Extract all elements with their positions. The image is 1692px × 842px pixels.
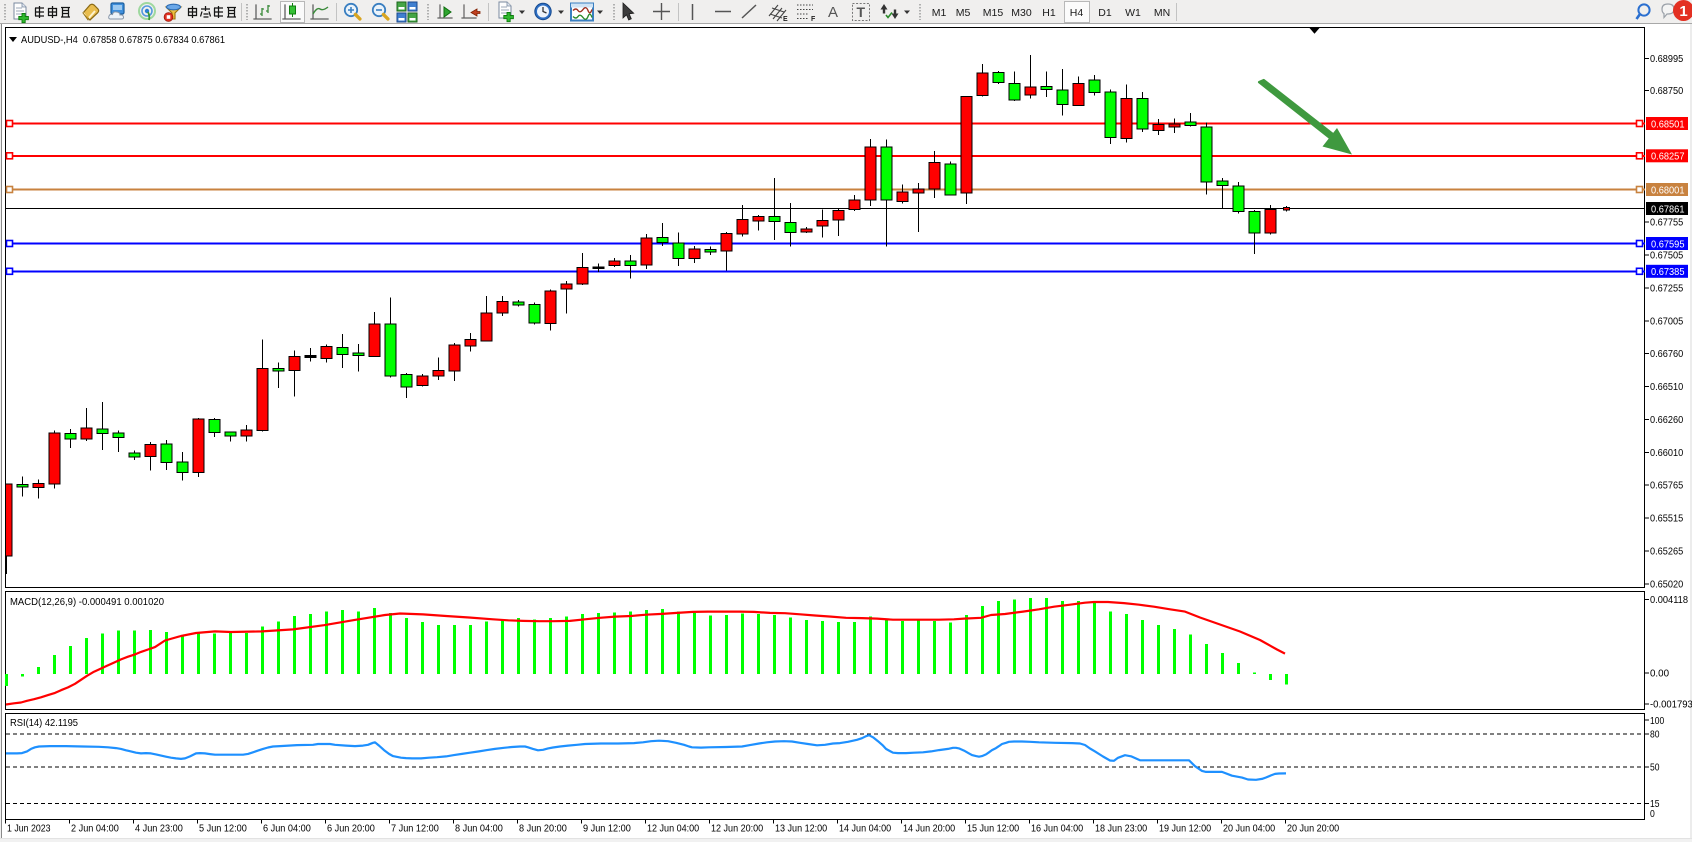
- svg-text:0.66760: 0.66760: [1650, 348, 1683, 360]
- svg-text:1: 1: [1679, 3, 1687, 20]
- svg-text:0.67595: 0.67595: [1651, 238, 1685, 250]
- svg-text:0.66260: 0.66260: [1650, 414, 1683, 426]
- svg-text:18 Jun 23:00: 18 Jun 23:00: [1095, 823, 1147, 835]
- svg-text:E: E: [783, 16, 788, 23]
- svg-text:MN: MN: [1154, 7, 1170, 19]
- svg-text:12 Jun 20:00: 12 Jun 20:00: [711, 823, 763, 835]
- svg-text:0.68001: 0.68001: [1651, 184, 1685, 196]
- svg-text:6 Jun 20:00: 6 Jun 20:00: [327, 823, 375, 835]
- svg-text:14 Jun 20:00: 14 Jun 20:00: [903, 823, 955, 835]
- svg-text:A: A: [828, 4, 838, 21]
- svg-text:0.66510: 0.66510: [1650, 381, 1683, 393]
- svg-text:16 Jun 04:00: 16 Jun 04:00: [1031, 823, 1083, 835]
- svg-text:H1: H1: [1042, 7, 1056, 19]
- svg-text:20 Jun 04:00: 20 Jun 04:00: [1223, 823, 1275, 835]
- svg-text:14 Jun 04:00: 14 Jun 04:00: [839, 823, 891, 835]
- svg-text:0: 0: [1650, 808, 1655, 820]
- svg-text:0.68995: 0.68995: [1650, 53, 1683, 65]
- svg-text:15 Jun 12:00: 15 Jun 12:00: [967, 823, 1019, 835]
- svg-text:0.67755: 0.67755: [1650, 217, 1683, 229]
- svg-text:100: 100: [1650, 715, 1664, 727]
- svg-text:5 Jun 12:00: 5 Jun 12:00: [199, 823, 247, 835]
- svg-text:M1: M1: [932, 7, 947, 19]
- svg-text:M15: M15: [983, 7, 1004, 19]
- svg-text:6 Jun 04:00: 6 Jun 04:00: [263, 823, 311, 835]
- svg-text:2 Jun 04:00: 2 Jun 04:00: [71, 823, 119, 835]
- svg-text:W1: W1: [1125, 7, 1141, 19]
- svg-text:7 Jun 12:00: 7 Jun 12:00: [391, 823, 439, 835]
- svg-text:0.66010: 0.66010: [1650, 447, 1683, 459]
- svg-text:0.67255: 0.67255: [1650, 283, 1683, 295]
- svg-text:0.68750: 0.68750: [1650, 85, 1683, 97]
- svg-text:0.68501: 0.68501: [1651, 118, 1685, 130]
- svg-text:RSI(14) 42.1195: RSI(14) 42.1195: [10, 717, 78, 729]
- svg-text:-0.001793: -0.001793: [1650, 699, 1692, 711]
- svg-text:8 Jun 20:00: 8 Jun 20:00: [519, 823, 567, 835]
- svg-text:0.004118: 0.004118: [1650, 594, 1688, 606]
- svg-text:0.65020: 0.65020: [1650, 579, 1683, 591]
- svg-text:0.67861: 0.67861: [1651, 203, 1685, 215]
- svg-text:15: 15: [1650, 798, 1660, 810]
- svg-text:T: T: [857, 4, 866, 20]
- svg-text:H4: H4: [1070, 7, 1084, 19]
- svg-text:F: F: [811, 16, 816, 23]
- svg-text:9 Jun 12:00: 9 Jun 12:00: [583, 823, 631, 835]
- svg-text:M5: M5: [956, 7, 971, 19]
- svg-text:0.67505: 0.67505: [1650, 250, 1683, 262]
- svg-text:D1: D1: [1098, 7, 1112, 19]
- svg-text:0.65765: 0.65765: [1650, 479, 1683, 491]
- svg-text:M30: M30: [1011, 7, 1032, 19]
- svg-text:0.68257: 0.68257: [1651, 151, 1685, 163]
- svg-text:MACD(12,26,9) -0.000491 0.0010: MACD(12,26,9) -0.000491 0.001020: [10, 596, 164, 608]
- svg-text:AUDUSD-,H4 0.67858 0.67875 0.: AUDUSD-,H4 0.67858 0.67875 0.67834 0.678…: [21, 34, 225, 46]
- svg-text:12 Jun 04:00: 12 Jun 04:00: [647, 823, 699, 835]
- svg-text:0.67005: 0.67005: [1650, 316, 1683, 328]
- svg-text:0.65265: 0.65265: [1650, 545, 1683, 557]
- svg-text:0.00: 0.00: [1650, 667, 1669, 679]
- svg-text:19 Jun 12:00: 19 Jun 12:00: [1159, 823, 1211, 835]
- svg-text:20 Jun 20:00: 20 Jun 20:00: [1287, 823, 1339, 835]
- svg-text:0.65515: 0.65515: [1650, 512, 1683, 524]
- svg-text:80: 80: [1650, 729, 1660, 741]
- svg-text:13 Jun 12:00: 13 Jun 12:00: [775, 823, 827, 835]
- svg-text:0.67385: 0.67385: [1651, 266, 1685, 278]
- svg-text:50: 50: [1650, 761, 1660, 773]
- svg-text:1 Jun 2023: 1 Jun 2023: [7, 823, 51, 835]
- svg-text:4 Jun 23:00: 4 Jun 23:00: [135, 823, 183, 835]
- svg-text:8 Jun 04:00: 8 Jun 04:00: [455, 823, 503, 835]
